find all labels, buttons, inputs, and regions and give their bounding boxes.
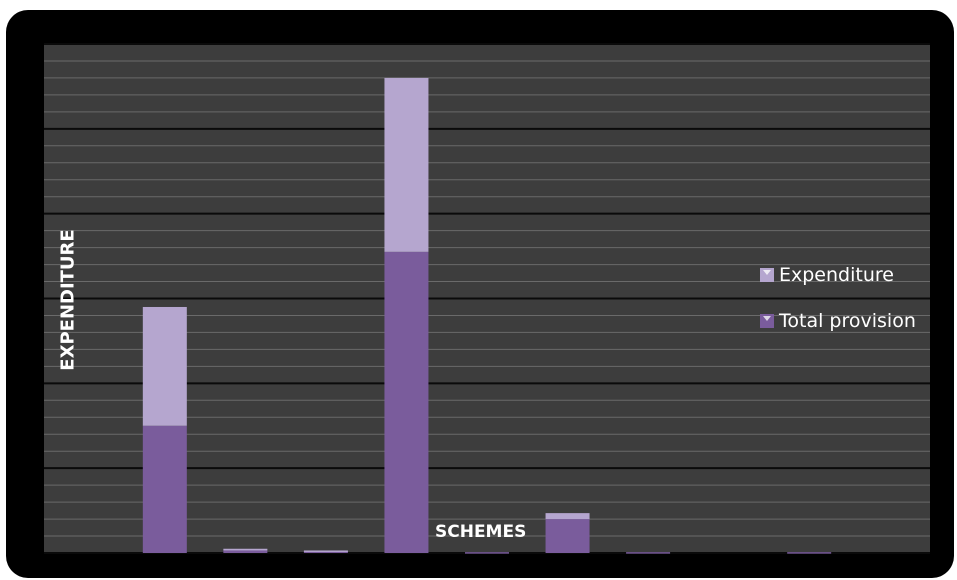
bar-total-provision-5 [384,251,429,553]
legend-item-expenditure: Expenditure [760,262,916,288]
legend-swatch-total-provision [760,314,774,328]
legend-item-total-provision: Total provision [760,308,916,334]
bar-expenditure-3 [223,548,268,551]
legend-label-total-provision: Total provision [779,310,916,332]
y-axis-title-box: EXPENDITURE [56,220,80,380]
bar-total-provision-3 [223,550,268,553]
x-axis-title: SCHEMES [435,522,527,542]
bar-total-provision-8 [626,552,671,554]
bar-expenditure-7 [545,513,590,520]
legend: Expenditure Total provision [760,262,916,354]
legend-swatch-expenditure [760,268,774,282]
bar-expenditure-4 [303,550,348,552]
legend-label-expenditure: Expenditure [779,264,894,286]
bar-total-provision-6 [465,552,509,554]
bar-expenditure-2 [142,306,187,426]
bar-total-provision-10 [787,552,832,554]
bar-total-provision-4 [303,551,348,553]
bar-group [142,77,832,554]
gridlines [44,43,930,554]
bar-total-provision-7 [545,519,590,553]
y-axis-title: EXPENDITURE [57,229,79,371]
bar-expenditure-5 [384,77,429,252]
bar-total-provision-2 [142,425,187,553]
